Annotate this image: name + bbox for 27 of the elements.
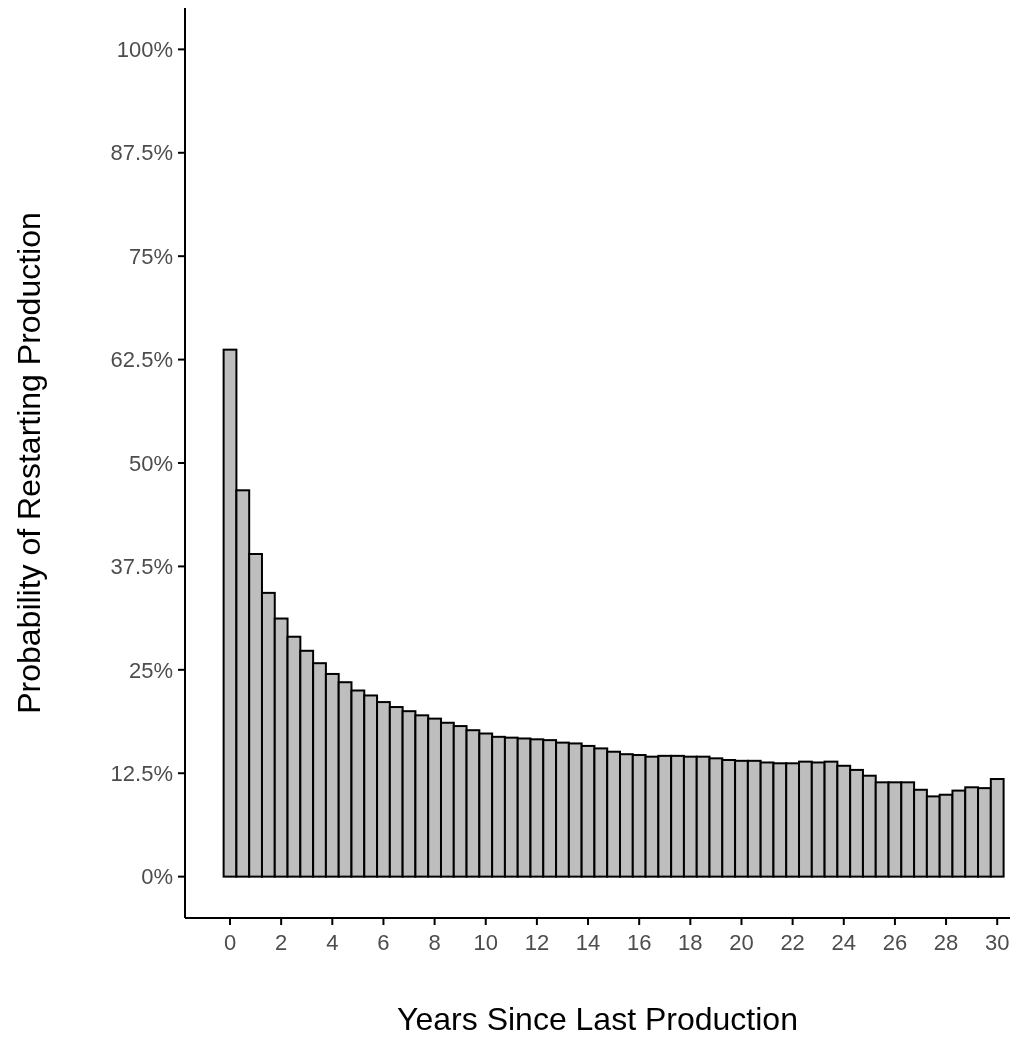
x-tick-label: 8 (428, 930, 441, 955)
y-tick-label: 62.5% (110, 347, 173, 373)
y-tick-label: 0% (141, 864, 173, 890)
x-tick-label: 0 (223, 930, 237, 955)
x-tick-label: 18 (678, 930, 703, 955)
x-tick-label: 20 (729, 930, 754, 955)
x-tick-label: 30 (984, 930, 1010, 955)
y-tick-label: 100% (116, 37, 173, 63)
x-tick-label: 4 (326, 930, 339, 955)
x-tick-label: 22 (780, 930, 805, 955)
y-tick-label: 75% (128, 243, 173, 269)
y-tick-label: 25% (128, 657, 173, 683)
x-tick-label: 2 (275, 930, 288, 955)
y-tick-label: 87.5% (110, 140, 173, 166)
x-tick-label: 28 (933, 930, 959, 955)
y-tick-label: 37.5% (110, 554, 173, 580)
y-tick-label: 12.5% (110, 760, 173, 786)
x-axis-title: Years Since Last Production (397, 1001, 798, 1037)
y-tick-label: 50% (128, 450, 173, 476)
x-tick-label: 16 (626, 930, 652, 955)
x-tick-label: 14 (575, 930, 601, 955)
x-tick-label: 26 (882, 930, 908, 955)
y-axis-title: Probability of Restarting Production (11, 212, 47, 714)
x-tick-label: 10 (473, 930, 498, 955)
x-tick-label: 12 (524, 930, 550, 955)
x-tick-label: 6 (377, 930, 390, 955)
x-tick-label: 24 (831, 930, 857, 955)
